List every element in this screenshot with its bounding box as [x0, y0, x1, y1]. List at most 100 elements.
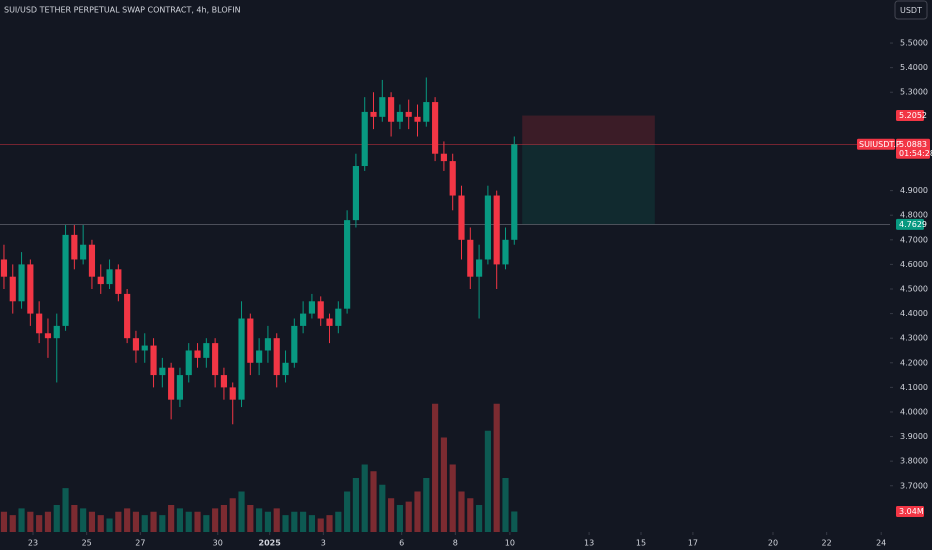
candle-body [124, 293, 131, 339]
candle-body [467, 239, 474, 277]
y-tick-label: 4.8000 [900, 211, 928, 220]
volume-bar [44, 511, 52, 532]
volume-bar [220, 505, 228, 532]
candle-body [370, 111, 377, 117]
candle-body [440, 153, 447, 162]
volume-bar [0, 511, 8, 532]
stop-zone [522, 115, 655, 145]
price-label-bg [896, 218, 924, 230]
candle-body [168, 367, 175, 400]
candle-body [361, 111, 368, 167]
y-tick-label: 4.1000 [900, 383, 928, 392]
volume-bar [493, 403, 500, 532]
volume-bar [88, 511, 96, 532]
candle-body [106, 269, 113, 285]
candle-body [194, 350, 201, 358]
symbol-label-bg [857, 138, 895, 150]
volume-bar [423, 478, 430, 532]
volume-bar [388, 498, 395, 532]
volume-bar [194, 511, 201, 532]
candle-body [423, 102, 430, 122]
candle-body [493, 195, 500, 265]
volume-bar [502, 478, 509, 532]
y-tick-label: 3.8000 [900, 457, 928, 466]
x-tick-label: 27 [135, 539, 145, 548]
candle-body [203, 343, 210, 358]
candle-body [405, 111, 412, 117]
volume-bar [467, 498, 474, 532]
candle-body [379, 97, 386, 117]
price-label: 4.7629 [899, 220, 927, 229]
candle-body [0, 259, 8, 277]
candle-body [291, 325, 298, 363]
volume-bar [80, 508, 87, 532]
candle-body [308, 301, 315, 314]
candle-body [352, 166, 359, 221]
candle-body [132, 338, 140, 351]
currency-button[interactable] [894, 0, 928, 20]
candle-body [511, 144, 518, 240]
volume-bar [168, 505, 175, 532]
volume-bar [344, 491, 351, 532]
candle-body [18, 264, 25, 302]
volume-bar [62, 488, 69, 532]
y-tick-label: 4.6000 [900, 260, 928, 269]
candle-body [326, 318, 333, 326]
volume-bar [18, 508, 25, 532]
volume-bar [449, 464, 456, 532]
candle-body [88, 244, 96, 277]
y-tick-label: 5.4000 [900, 63, 928, 72]
volume-bar [229, 498, 236, 532]
volume-bar [370, 471, 377, 532]
volume-bar [115, 511, 122, 532]
currency-button-label[interactable]: USDT [900, 6, 922, 15]
candle-body [220, 375, 228, 388]
candle-body [159, 367, 166, 376]
volume-bar [432, 403, 439, 532]
volume-bar [150, 511, 157, 532]
x-tick-label: 6 [399, 539, 404, 548]
x-tick-label: 13 [584, 539, 594, 548]
volume-bar [317, 518, 324, 532]
y-tick-label: 4.4000 [900, 309, 928, 318]
y-tick-label: 4.0000 [900, 407, 928, 416]
volume-bar [326, 515, 333, 532]
candle-body [414, 116, 421, 122]
candle-body [449, 161, 456, 196]
volume-bar [36, 515, 43, 532]
candle-body [335, 308, 342, 326]
volume-bar [124, 508, 131, 532]
y-tick-label: 4.7000 [900, 235, 928, 244]
candle-body [256, 350, 263, 363]
x-tick-label: 24 [876, 539, 886, 548]
y-tick-label: 4.2000 [900, 358, 928, 367]
y-tick-label: 3.9000 [900, 432, 928, 441]
chart-title: SUI/USD TETHER PERPETUAL SWAP CONTRACT, … [4, 6, 241, 15]
y-tick-label: 5.5000 [900, 39, 928, 48]
x-tick-label: 8 [453, 539, 458, 548]
volume-bar [71, 505, 78, 532]
last-price-bg [896, 138, 930, 159]
candle-body [27, 264, 34, 314]
candle-body [282, 362, 289, 376]
candle-body [141, 345, 148, 351]
candle-body [9, 276, 16, 302]
candle-body [80, 244, 87, 260]
volume-bar [53, 505, 60, 532]
volume-bar [511, 511, 518, 532]
candle-body [150, 345, 157, 376]
volume-bar [352, 478, 359, 532]
volume-label: 3.04M [899, 507, 924, 516]
volume-bar [238, 491, 245, 532]
y-tick-label: 4.3000 [900, 334, 928, 343]
volume-bar [335, 511, 342, 532]
candle-body [71, 234, 78, 260]
y-tick-label: 4.5000 [900, 284, 928, 293]
volume-bar [405, 501, 412, 532]
x-tick-label: 23 [28, 539, 38, 548]
x-tick-label: 30 [213, 539, 223, 548]
candle-body [300, 313, 307, 326]
x-tick-label: 15 [636, 539, 646, 548]
